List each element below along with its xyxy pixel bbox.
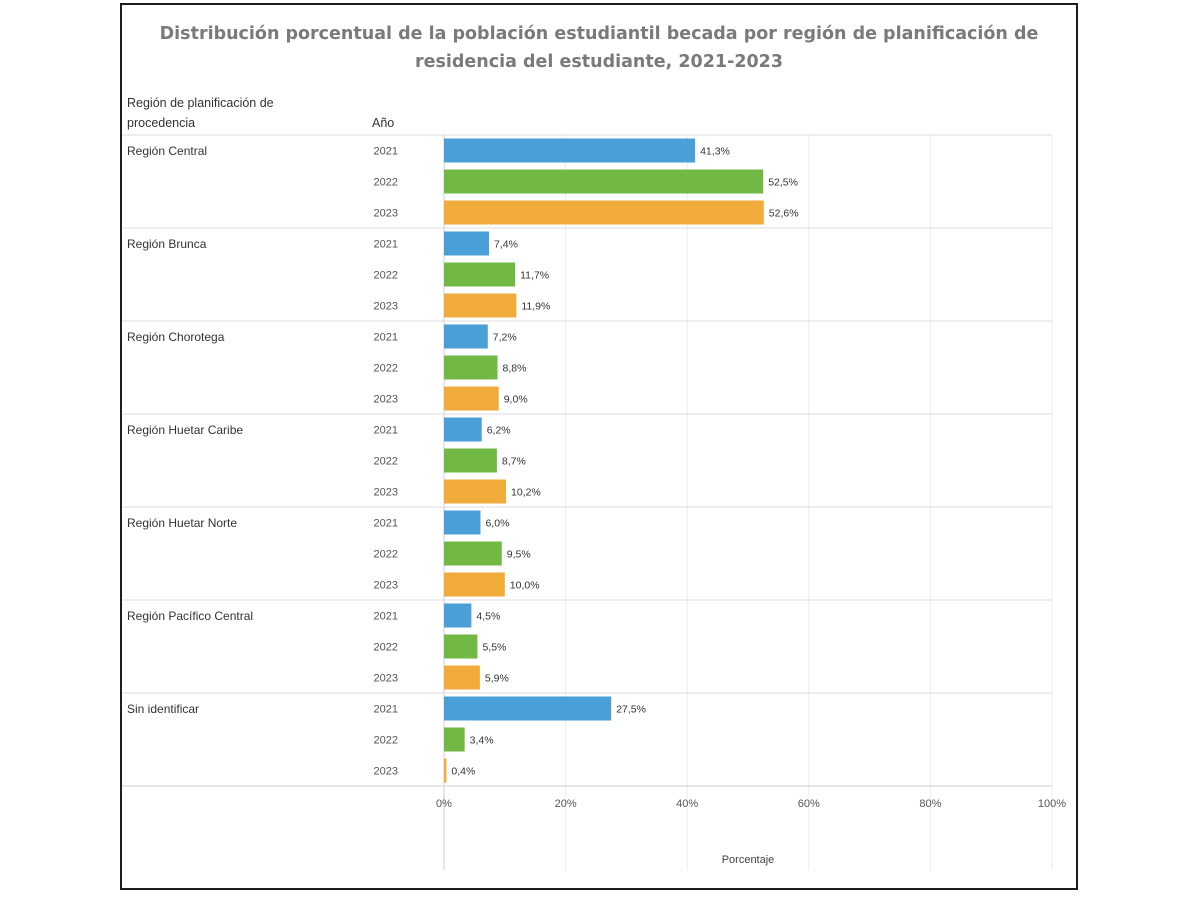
year-label: 2021 bbox=[374, 239, 398, 251]
bar-2021[interactable] bbox=[444, 696, 612, 721]
data-label: 52,6% bbox=[769, 208, 799, 220]
data-label: 5,9% bbox=[485, 673, 509, 685]
x-tick-label: 40% bbox=[676, 798, 698, 810]
bar-2023[interactable] bbox=[444, 200, 764, 225]
x-axis: 0% 20% 40% 60% 80% 100% bbox=[436, 798, 1066, 810]
bar-2021[interactable] bbox=[444, 603, 472, 628]
header-year: Año bbox=[372, 116, 394, 130]
year-label: 2023 bbox=[374, 766, 398, 778]
year-label: 2021 bbox=[374, 611, 398, 623]
data-label: 6,0% bbox=[485, 518, 509, 530]
bar-2022[interactable] bbox=[444, 541, 502, 566]
year-label: 2022 bbox=[374, 177, 398, 189]
category-label: Región Central bbox=[127, 144, 207, 158]
data-label: 8,7% bbox=[502, 456, 526, 468]
bar-2023[interactable] bbox=[444, 293, 517, 318]
bar-2021[interactable] bbox=[444, 324, 488, 349]
year-label: 2022 bbox=[374, 270, 398, 282]
rows-layer: Región Central 2021 41,3% 2022 52,5% 2023 52,6… bbox=[122, 134, 1052, 787]
data-label: 7,2% bbox=[493, 332, 517, 344]
bar-2022[interactable] bbox=[444, 262, 516, 287]
year-label: 2022 bbox=[374, 642, 398, 654]
header-region-line1: Región de planificación de bbox=[127, 96, 274, 110]
data-label: 6,2% bbox=[487, 425, 511, 437]
bar-2023[interactable] bbox=[444, 758, 447, 783]
year-label: 2021 bbox=[374, 704, 398, 716]
category-label: Región Huetar Norte bbox=[127, 516, 237, 530]
bar-2021[interactable] bbox=[444, 417, 482, 442]
x-tick-label: 20% bbox=[555, 798, 577, 810]
bar-2022[interactable] bbox=[444, 634, 478, 659]
data-label: 9,0% bbox=[504, 394, 528, 406]
data-label: 27,5% bbox=[616, 704, 646, 716]
data-label: 10,2% bbox=[511, 487, 541, 499]
bar-2022[interactable] bbox=[444, 448, 497, 473]
chart-title-line2: residencia del estudiante, 2021-2023 bbox=[415, 52, 783, 72]
year-label: 2022 bbox=[374, 363, 398, 375]
bar-2022[interactable] bbox=[444, 727, 465, 752]
data-label: 4,5% bbox=[476, 611, 500, 623]
bar-2023[interactable] bbox=[444, 479, 507, 504]
data-label: 10,0% bbox=[510, 580, 540, 592]
data-label: 8,8% bbox=[503, 363, 527, 375]
data-label: 7,4% bbox=[494, 239, 518, 251]
year-label: 2023 bbox=[374, 580, 398, 592]
bar-2021[interactable] bbox=[444, 510, 481, 535]
year-label: 2021 bbox=[374, 425, 398, 437]
year-label: 2022 bbox=[374, 456, 398, 468]
data-label: 11,9% bbox=[521, 301, 550, 313]
year-label: 2021 bbox=[374, 146, 398, 158]
data-label: 0,4% bbox=[451, 766, 475, 778]
bar-2021[interactable] bbox=[444, 138, 696, 163]
chart-frame: Distribución porcentual de la población … bbox=[120, 3, 1078, 890]
year-label: 2021 bbox=[374, 332, 398, 344]
year-label: 2023 bbox=[374, 673, 398, 685]
category-label: Región Pacífico Central bbox=[127, 609, 253, 623]
chart-title-line1: Distribución porcentual de la población … bbox=[160, 24, 1039, 44]
year-label: 2023 bbox=[374, 394, 398, 406]
x-tick-label: 0% bbox=[436, 798, 452, 810]
chart-svg: Distribución porcentual de la población … bbox=[122, 24, 1066, 870]
category-label: Región Chorotega bbox=[127, 330, 225, 344]
bar-2022[interactable] bbox=[444, 169, 764, 194]
year-label: 2022 bbox=[374, 735, 398, 747]
category-label: Región Huetar Caribe bbox=[127, 423, 243, 437]
year-label: 2022 bbox=[374, 549, 398, 561]
category-label: Región Brunca bbox=[127, 237, 207, 251]
bar-2022[interactable] bbox=[444, 355, 498, 380]
year-label: 2023 bbox=[374, 208, 398, 220]
bar-2023[interactable] bbox=[444, 572, 505, 597]
grid-layer bbox=[443, 135, 1053, 870]
data-label: 11,7% bbox=[520, 270, 549, 282]
year-label: 2023 bbox=[374, 487, 398, 499]
bar-2023[interactable] bbox=[444, 386, 499, 411]
x-axis-label: Porcentaje bbox=[722, 854, 775, 866]
x-tick-label: 60% bbox=[798, 798, 820, 810]
data-label: 3,4% bbox=[470, 735, 494, 747]
x-tick-label: 80% bbox=[919, 798, 941, 810]
header-region-line2: procedencia bbox=[127, 116, 195, 130]
data-label: 5,5% bbox=[482, 642, 506, 654]
x-tick-label: 100% bbox=[1038, 798, 1066, 810]
bar-2023[interactable] bbox=[444, 665, 480, 690]
year-label: 2021 bbox=[374, 518, 398, 530]
year-label: 2023 bbox=[374, 301, 398, 313]
bar-2021[interactable] bbox=[444, 231, 489, 256]
data-label: 41,3% bbox=[700, 146, 730, 158]
category-label: Sin identificar bbox=[127, 702, 199, 716]
data-label: 9,5% bbox=[507, 549, 531, 561]
data-label: 52,5% bbox=[768, 177, 798, 189]
